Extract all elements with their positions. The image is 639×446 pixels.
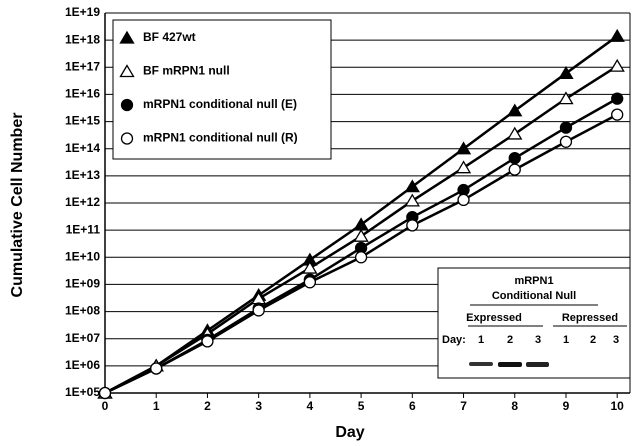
marker	[509, 153, 520, 164]
y-tick-label: 1E+10	[65, 249, 100, 263]
y-tick-label: 1E+13	[65, 168, 100, 182]
y-tick-label: 1E+08	[65, 304, 100, 318]
inset-group: Repressed	[562, 312, 618, 324]
marker	[202, 336, 213, 347]
x-tick-label: 2	[204, 399, 211, 413]
x-tick-label: 8	[511, 399, 518, 413]
y-tick-label: 1E+12	[65, 195, 100, 209]
marker	[304, 277, 315, 288]
inset-lane: 2	[590, 334, 596, 346]
legend-label: BF mRPN1 null	[143, 64, 230, 78]
marker	[407, 220, 418, 231]
x-tick-label: 5	[358, 399, 365, 413]
legend-label: mRPN1 conditional null (R)	[143, 131, 298, 145]
x-tick-label: 7	[460, 399, 467, 413]
marker	[151, 363, 162, 374]
x-tick-label: 6	[409, 399, 416, 413]
legend-marker	[122, 133, 133, 144]
x-tick-label: 10	[611, 399, 625, 413]
inset-lane: 1	[478, 334, 484, 346]
y-tick-label: 1E+14	[65, 141, 100, 155]
inset: mRPN1 Conditional Null Expressed Repress…	[438, 268, 630, 378]
marker	[611, 30, 624, 41]
marker	[100, 388, 111, 399]
y-tick-label: 1E+16	[65, 87, 100, 101]
marker	[356, 252, 367, 263]
x-tick-label: 4	[307, 399, 314, 413]
inset-lane: 1	[563, 334, 569, 346]
blot-band	[469, 362, 493, 366]
inset-title: mRPN1	[514, 275, 553, 287]
marker	[560, 136, 571, 147]
y-axis-label: Cumulative Cell Number	[9, 113, 26, 298]
marker	[458, 194, 469, 205]
marker	[612, 109, 623, 120]
y-tick-label: 1E+11	[66, 222, 101, 236]
x-axis-label: Day	[335, 424, 364, 441]
y-tick-label: 1E+05	[65, 385, 100, 399]
marker	[612, 93, 623, 104]
x-tick-label: 9	[563, 399, 570, 413]
inset-day-label: Day:	[442, 334, 466, 346]
marker	[611, 60, 624, 71]
inset-lane: 3	[535, 334, 541, 346]
y-tick-label: 1E+18	[65, 32, 100, 46]
legend-label: mRPN1 conditional null (E)	[143, 97, 297, 111]
marker	[509, 164, 520, 175]
y-tick-label: 1E+19	[65, 5, 100, 19]
y-tick-label: 1E+06	[65, 358, 100, 372]
chart: Day Cumulative Cell Number 1E+05 1E+06 1E+…	[0, 0, 639, 446]
legend-marker	[122, 100, 133, 111]
y-tick-label: 1E+17	[65, 59, 100, 73]
blot-band	[526, 362, 549, 367]
blot-band	[498, 362, 522, 367]
y-tick-label: 1E+07	[65, 331, 100, 345]
inset-title: Conditional Null	[492, 290, 576, 302]
y-tick-label: 1E+15	[65, 114, 100, 128]
legend-label: BF 427wt	[143, 30, 196, 44]
inset-lane: 2	[507, 334, 513, 346]
inset-group: Expressed	[466, 312, 522, 324]
x-tick-label: 3	[255, 399, 262, 413]
x-tick-label: 1	[153, 399, 160, 413]
marker	[560, 122, 571, 133]
marker	[253, 305, 264, 316]
x-tick-label: 0	[102, 399, 109, 413]
y-tick-label: 1E+09	[65, 277, 100, 291]
inset-lane: 3	[613, 334, 619, 346]
